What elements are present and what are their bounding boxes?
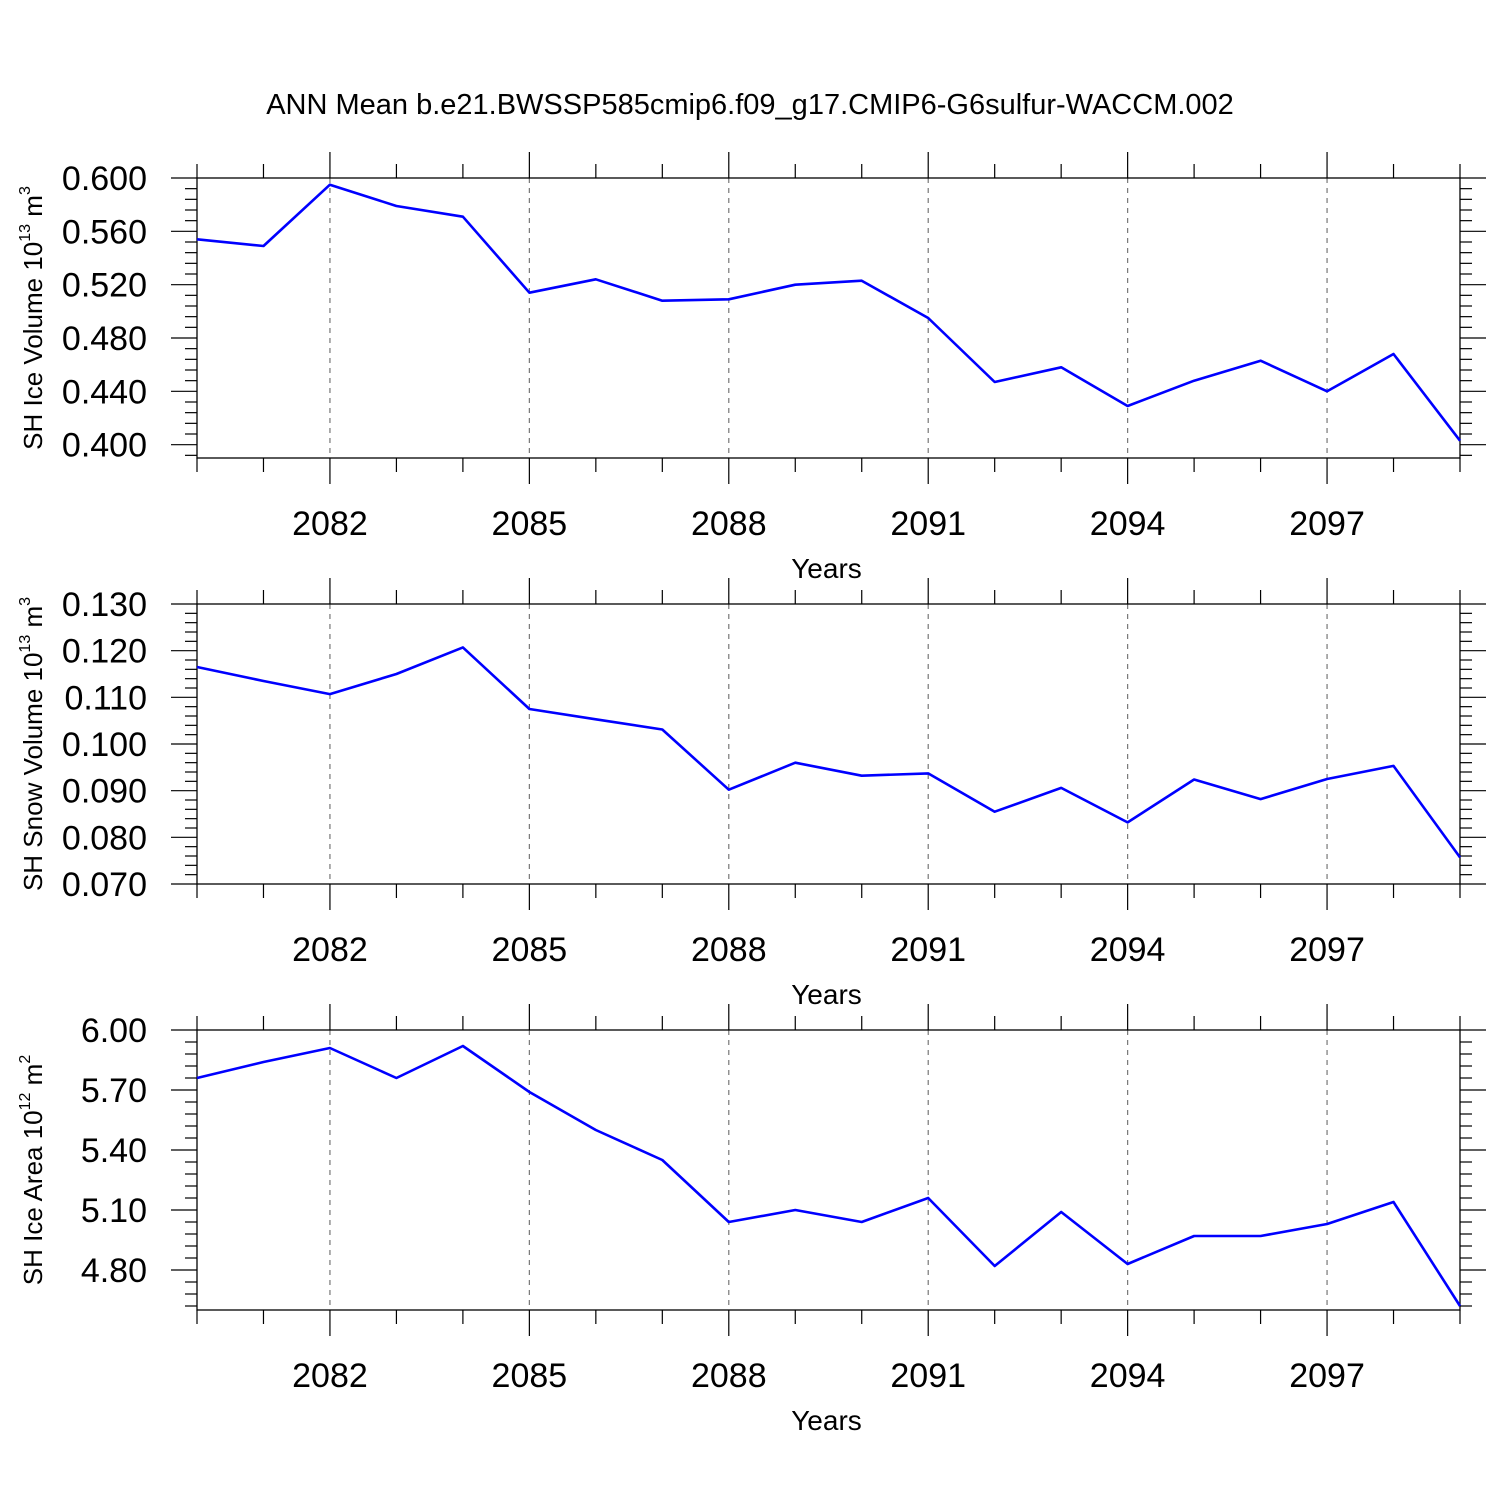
y-tick-label: 6.00 bbox=[81, 1012, 147, 1050]
y-tick-label: 4.80 bbox=[81, 1252, 147, 1290]
x-tick-label: 2088 bbox=[691, 1357, 767, 1395]
panel-2: 2082 2085 2088 2091 2094 2097 0.070 0.080 0.090 0… bbox=[17, 578, 1486, 1010]
y-axis-label-unit: m bbox=[18, 195, 48, 224]
panels: 2082 2085 2088 2091 2094 2097 0.400 0.440 0.480 0… bbox=[17, 152, 1486, 1436]
y-axis-label: SH Ice Area 1012 m2 bbox=[17, 1055, 48, 1286]
x-tick-label: 2097 bbox=[1289, 931, 1365, 969]
x-axis-label: Years bbox=[791, 553, 862, 584]
x-tick-label: 2082 bbox=[292, 505, 368, 543]
y-axis-label-unit: m bbox=[18, 606, 48, 635]
x-tick-label: 2094 bbox=[1090, 931, 1166, 969]
y-axis-label-text: SH Ice Volume 10 bbox=[18, 242, 48, 450]
y-tick-label: 0.120 bbox=[62, 633, 147, 671]
y-axis-label-exponent: 13 bbox=[17, 635, 34, 653]
x-tick-label: 2094 bbox=[1090, 505, 1166, 543]
y-tick-label: 0.440 bbox=[62, 373, 147, 411]
plot-frame bbox=[196, 1029, 1461, 1311]
y-axis-label-text: SH Ice Area 10 bbox=[18, 1110, 48, 1285]
plot-frame bbox=[196, 177, 1461, 459]
series-line-1 bbox=[196, 183, 1462, 442]
y-tick-label: 0.070 bbox=[62, 866, 147, 904]
x-tick-label: 2088 bbox=[691, 505, 767, 543]
y-tick-label: 5.10 bbox=[81, 1192, 147, 1230]
series-line-1 bbox=[196, 646, 1462, 859]
x-tick-label: 2085 bbox=[492, 1357, 568, 1395]
y-tick-label: 0.480 bbox=[62, 320, 147, 358]
y-tick-label: 5.70 bbox=[81, 1072, 147, 1110]
series-line-1 bbox=[196, 1044, 1462, 1307]
x-tick-label: 2091 bbox=[890, 1357, 966, 1395]
y-tick-label: 0.130 bbox=[62, 586, 147, 624]
y-axis-label: SH Ice Volume 1013 m3 bbox=[17, 186, 48, 450]
panel-1: 2082 2085 2088 2091 2094 2097 0.400 0.440 0.480 0… bbox=[17, 152, 1486, 584]
y-axis-label-unit-exponent: 3 bbox=[17, 186, 34, 195]
x-tick-label: 2097 bbox=[1289, 505, 1365, 543]
x-tick-label: 2085 bbox=[492, 505, 568, 543]
y-axis-label-unit: m bbox=[18, 1064, 48, 1093]
x-tick-label: 2082 bbox=[292, 931, 368, 969]
x-tick-label: 2091 bbox=[890, 505, 966, 543]
x-tick-label: 2097 bbox=[1289, 1357, 1365, 1395]
figure-title: ANN Mean b.e21.BWSSP585cmip6.f09_g17.CMI… bbox=[266, 89, 1234, 121]
x-tick-label: 2082 bbox=[292, 1357, 368, 1395]
panel-3: 2082 2085 2088 2091 2094 2097 4.80 5.10 5.40 5.70… bbox=[17, 1004, 1486, 1436]
y-axis-label-unit-exponent: 2 bbox=[17, 1055, 34, 1064]
y-tick-label: 0.400 bbox=[62, 427, 147, 465]
x-tick-label: 2085 bbox=[492, 931, 568, 969]
x-axis-label: Years bbox=[791, 1405, 862, 1436]
y-axis-label-text: SH Snow Volume 10 bbox=[18, 653, 48, 891]
x-tick-label: 2094 bbox=[1090, 1357, 1166, 1395]
y-axis-label-unit-exponent: 3 bbox=[17, 597, 34, 606]
y-tick-label: 0.080 bbox=[62, 819, 147, 857]
y-tick-label: 0.110 bbox=[64, 679, 147, 717]
y-tick-label: 0.100 bbox=[62, 726, 147, 764]
y-axis-label: SH Snow Volume 1013 m3 bbox=[17, 597, 48, 891]
y-axis-label-exponent: 13 bbox=[17, 224, 34, 242]
y-tick-label: 0.600 bbox=[62, 160, 147, 198]
x-axis-label: Years bbox=[791, 979, 862, 1010]
y-tick-label: 0.520 bbox=[62, 267, 147, 305]
x-tick-label: 2088 bbox=[691, 931, 767, 969]
x-tick-label: 2091 bbox=[890, 931, 966, 969]
y-tick-label: 0.090 bbox=[62, 773, 147, 811]
y-axis-label-exponent: 12 bbox=[17, 1092, 34, 1110]
y-tick-label: 0.560 bbox=[62, 213, 147, 251]
y-tick-label: 5.40 bbox=[81, 1132, 147, 1170]
